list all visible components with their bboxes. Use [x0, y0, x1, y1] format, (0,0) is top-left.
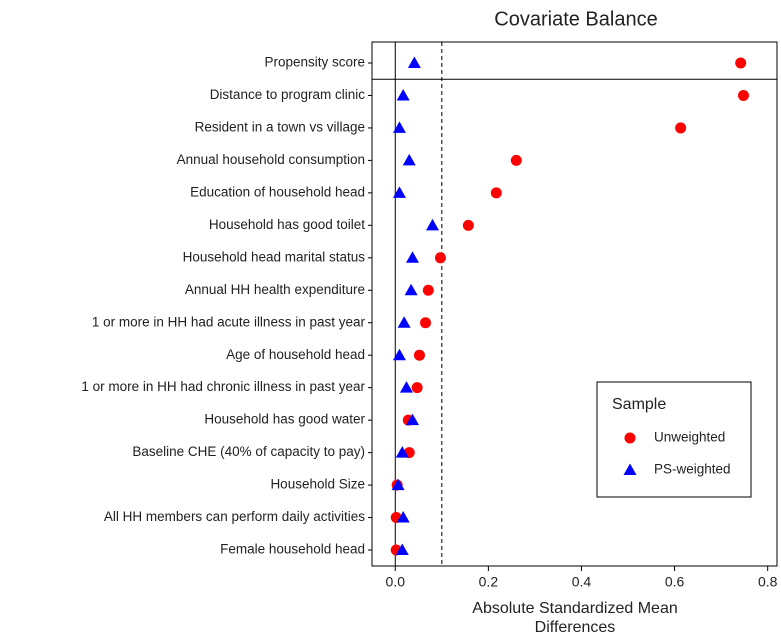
y-tick-label: Resident in a town vs village	[195, 119, 365, 134]
y-tick-label: Household has good water	[204, 412, 365, 427]
y-tick-label: Propensity score	[264, 55, 365, 70]
point	[735, 57, 747, 69]
y-tick-label: Female household head	[220, 542, 365, 557]
x-tick-label: 0.6	[665, 574, 685, 590]
point	[406, 413, 419, 426]
point	[399, 381, 413, 393]
x-tick-label: 0.4	[572, 574, 592, 590]
point	[402, 153, 416, 166]
x-tick-label: 0.0	[386, 574, 406, 590]
legend-box	[596, 381, 752, 498]
point	[395, 446, 409, 458]
y-tick-label: Annual HH health expenditure	[185, 282, 365, 297]
point	[411, 382, 423, 394]
legend-title: Sample	[612, 396, 666, 413]
point	[392, 121, 406, 133]
y-tick-label: Household Size	[270, 477, 365, 492]
point	[422, 284, 434, 296]
point	[397, 316, 411, 328]
point	[407, 56, 421, 68]
point	[426, 218, 440, 231]
point	[490, 187, 502, 199]
point	[624, 432, 636, 444]
x-tick-label: 0.8	[758, 574, 778, 590]
x-axis-label: Absolute Standardized Mean Differences	[472, 600, 678, 636]
y-tick-label: Baseline CHE (40% of capacity to pay)	[132, 444, 365, 459]
point	[395, 543, 409, 555]
y-tick-label: 1 or more in HH had acute illness in pas…	[92, 314, 366, 329]
chart-title: Covariate Balance	[494, 8, 657, 30]
point	[675, 122, 687, 134]
point	[623, 463, 637, 475]
point	[404, 283, 418, 296]
y-tick-label: Annual household consumption	[177, 152, 365, 167]
point	[434, 252, 446, 264]
y-tick-label: Household has good toilet	[209, 217, 365, 232]
point	[406, 251, 419, 263]
point	[462, 219, 474, 231]
plot-frame	[371, 41, 778, 567]
legend-label: Unweighted	[654, 430, 725, 445]
point	[391, 478, 405, 491]
y-tick-label: Age of household head	[226, 347, 365, 362]
point	[392, 186, 406, 198]
point	[396, 511, 410, 523]
y-tick-label: All HH members can perform daily activit…	[104, 509, 365, 524]
point	[510, 154, 522, 166]
point	[392, 348, 406, 361]
point	[396, 88, 410, 101]
point	[737, 89, 749, 101]
y-tick-label: Education of household head	[190, 184, 365, 199]
y-tick-label: 1 or more in HH had chronic illness in p…	[81, 379, 365, 394]
legend-label: PS-weighted	[654, 462, 731, 477]
point	[420, 317, 432, 329]
x-tick-label: 0.2	[479, 574, 499, 590]
y-tick-label: Household head marital status	[183, 249, 366, 264]
y-tick-label: Distance to program clinic	[210, 87, 366, 102]
point	[413, 349, 425, 361]
